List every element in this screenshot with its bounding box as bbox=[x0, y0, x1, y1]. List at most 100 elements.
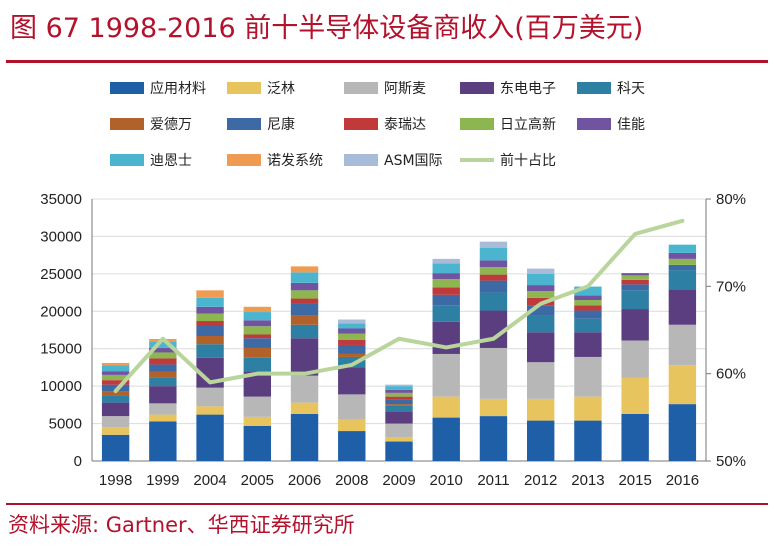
bar-segment bbox=[526, 332, 555, 363]
y-tick-label: 5000 bbox=[49, 416, 82, 433]
bar-segment bbox=[574, 300, 602, 306]
bar-segment bbox=[290, 413, 319, 461]
legend-label: 阿斯麦 bbox=[384, 81, 426, 97]
bar-segment bbox=[101, 395, 130, 403]
plot-area: 0 5000 10000 15000 20000 25000 30000 35000 50% 60… bbox=[40, 191, 746, 489]
bar-segment bbox=[385, 404, 413, 406]
bar-segment bbox=[149, 364, 177, 372]
y-tick-label: 30000 bbox=[40, 228, 82, 245]
legend-label: 科天 bbox=[617, 81, 645, 97]
legend-label: 诺发系统 bbox=[267, 153, 323, 169]
bar-segment bbox=[432, 294, 460, 306]
bar-segment bbox=[621, 340, 649, 378]
bar-segment bbox=[290, 402, 319, 414]
x-tick-label: 1999 bbox=[146, 472, 179, 489]
bar-segment bbox=[243, 326, 272, 335]
legend-swatch bbox=[227, 154, 261, 166]
y-tick-label: 0 bbox=[74, 453, 82, 470]
bar-segment bbox=[432, 263, 460, 274]
bar-segment bbox=[574, 396, 602, 421]
y-tick-label: 15000 bbox=[40, 341, 82, 358]
legend-label: 泛林 bbox=[267, 81, 295, 97]
bar-segment bbox=[290, 375, 319, 403]
legend-label: 尼康 bbox=[267, 116, 295, 133]
bar-segment bbox=[290, 266, 319, 273]
bar-segment bbox=[479, 247, 508, 261]
bar-segment bbox=[526, 315, 555, 333]
y-tick-label: 20000 bbox=[40, 303, 82, 320]
bar-segment bbox=[574, 356, 602, 397]
bar-segment bbox=[338, 333, 366, 340]
x-tick-label: 1998 bbox=[99, 472, 132, 489]
bar-segment bbox=[149, 358, 177, 365]
bar-segment bbox=[432, 305, 460, 322]
bar-segment bbox=[196, 321, 224, 326]
bar-segment bbox=[101, 371, 130, 375]
legend-swatch bbox=[577, 118, 611, 130]
bar-segment bbox=[621, 377, 649, 414]
bar-segment bbox=[574, 420, 602, 461]
bar-segment bbox=[196, 297, 224, 307]
bar-segment bbox=[338, 431, 366, 461]
bar-segment bbox=[243, 320, 272, 327]
bar-segment bbox=[149, 352, 177, 359]
bar-segment bbox=[196, 313, 224, 322]
legend-swatch bbox=[577, 82, 611, 94]
bar-segment bbox=[243, 416, 272, 426]
legend-label: ASM国际 bbox=[384, 153, 443, 169]
bar-segment bbox=[101, 380, 130, 385]
bar-segment bbox=[196, 414, 224, 461]
bar-segment bbox=[385, 389, 413, 393]
bar-segment bbox=[668, 365, 697, 405]
bar-segment bbox=[479, 398, 508, 417]
bar-segment bbox=[621, 290, 649, 310]
bar-segment bbox=[621, 275, 649, 280]
y2-tick-label: 50% bbox=[716, 453, 746, 470]
bar-segment bbox=[479, 267, 508, 275]
bar-segment bbox=[101, 416, 130, 428]
bar-segment bbox=[149, 421, 177, 461]
legend-label: 前十占比 bbox=[500, 152, 556, 169]
bar-segment bbox=[149, 377, 177, 387]
bar-segment bbox=[101, 427, 130, 435]
bar-segment bbox=[479, 260, 508, 268]
bar-segment bbox=[385, 405, 413, 412]
bar-segment bbox=[101, 391, 130, 396]
bar-segment bbox=[338, 356, 366, 368]
bar-segment bbox=[243, 396, 272, 417]
bar-segment bbox=[196, 325, 224, 336]
bar-segment bbox=[385, 423, 413, 438]
legend-swatch bbox=[110, 154, 144, 166]
bar-segment bbox=[338, 394, 366, 420]
bar-segment bbox=[526, 362, 555, 399]
legend-swatch bbox=[227, 82, 261, 94]
bar-segment bbox=[149, 371, 177, 378]
bar-segment bbox=[621, 273, 649, 276]
x-tick-label: 2013 bbox=[571, 472, 604, 489]
bar-segment bbox=[526, 305, 555, 316]
y-tick-label: 25000 bbox=[40, 266, 82, 283]
bar-segment bbox=[432, 287, 460, 295]
bar-segment bbox=[149, 414, 177, 422]
bar-segment bbox=[338, 339, 366, 345]
bar-segment bbox=[432, 396, 460, 418]
bar-segment bbox=[290, 315, 319, 325]
bar-segment bbox=[338, 344, 366, 354]
bar-segment bbox=[149, 341, 177, 348]
bar-segment bbox=[243, 334, 272, 339]
bar-segment bbox=[243, 425, 272, 461]
legend-label: 爱德万 bbox=[150, 117, 192, 133]
bar-segment bbox=[574, 332, 602, 357]
bar-segment bbox=[149, 403, 177, 415]
bar-segment bbox=[243, 306, 272, 313]
bar-segment bbox=[526, 420, 555, 461]
bar-segment bbox=[668, 258, 697, 265]
legend-label: 佳能 bbox=[617, 117, 645, 133]
bar-segment bbox=[432, 279, 460, 288]
bar-segment bbox=[196, 335, 224, 345]
legend-label: 东电电子 bbox=[500, 81, 556, 97]
bar-segment bbox=[574, 295, 602, 301]
legend-label: 日立高新 bbox=[500, 116, 556, 133]
